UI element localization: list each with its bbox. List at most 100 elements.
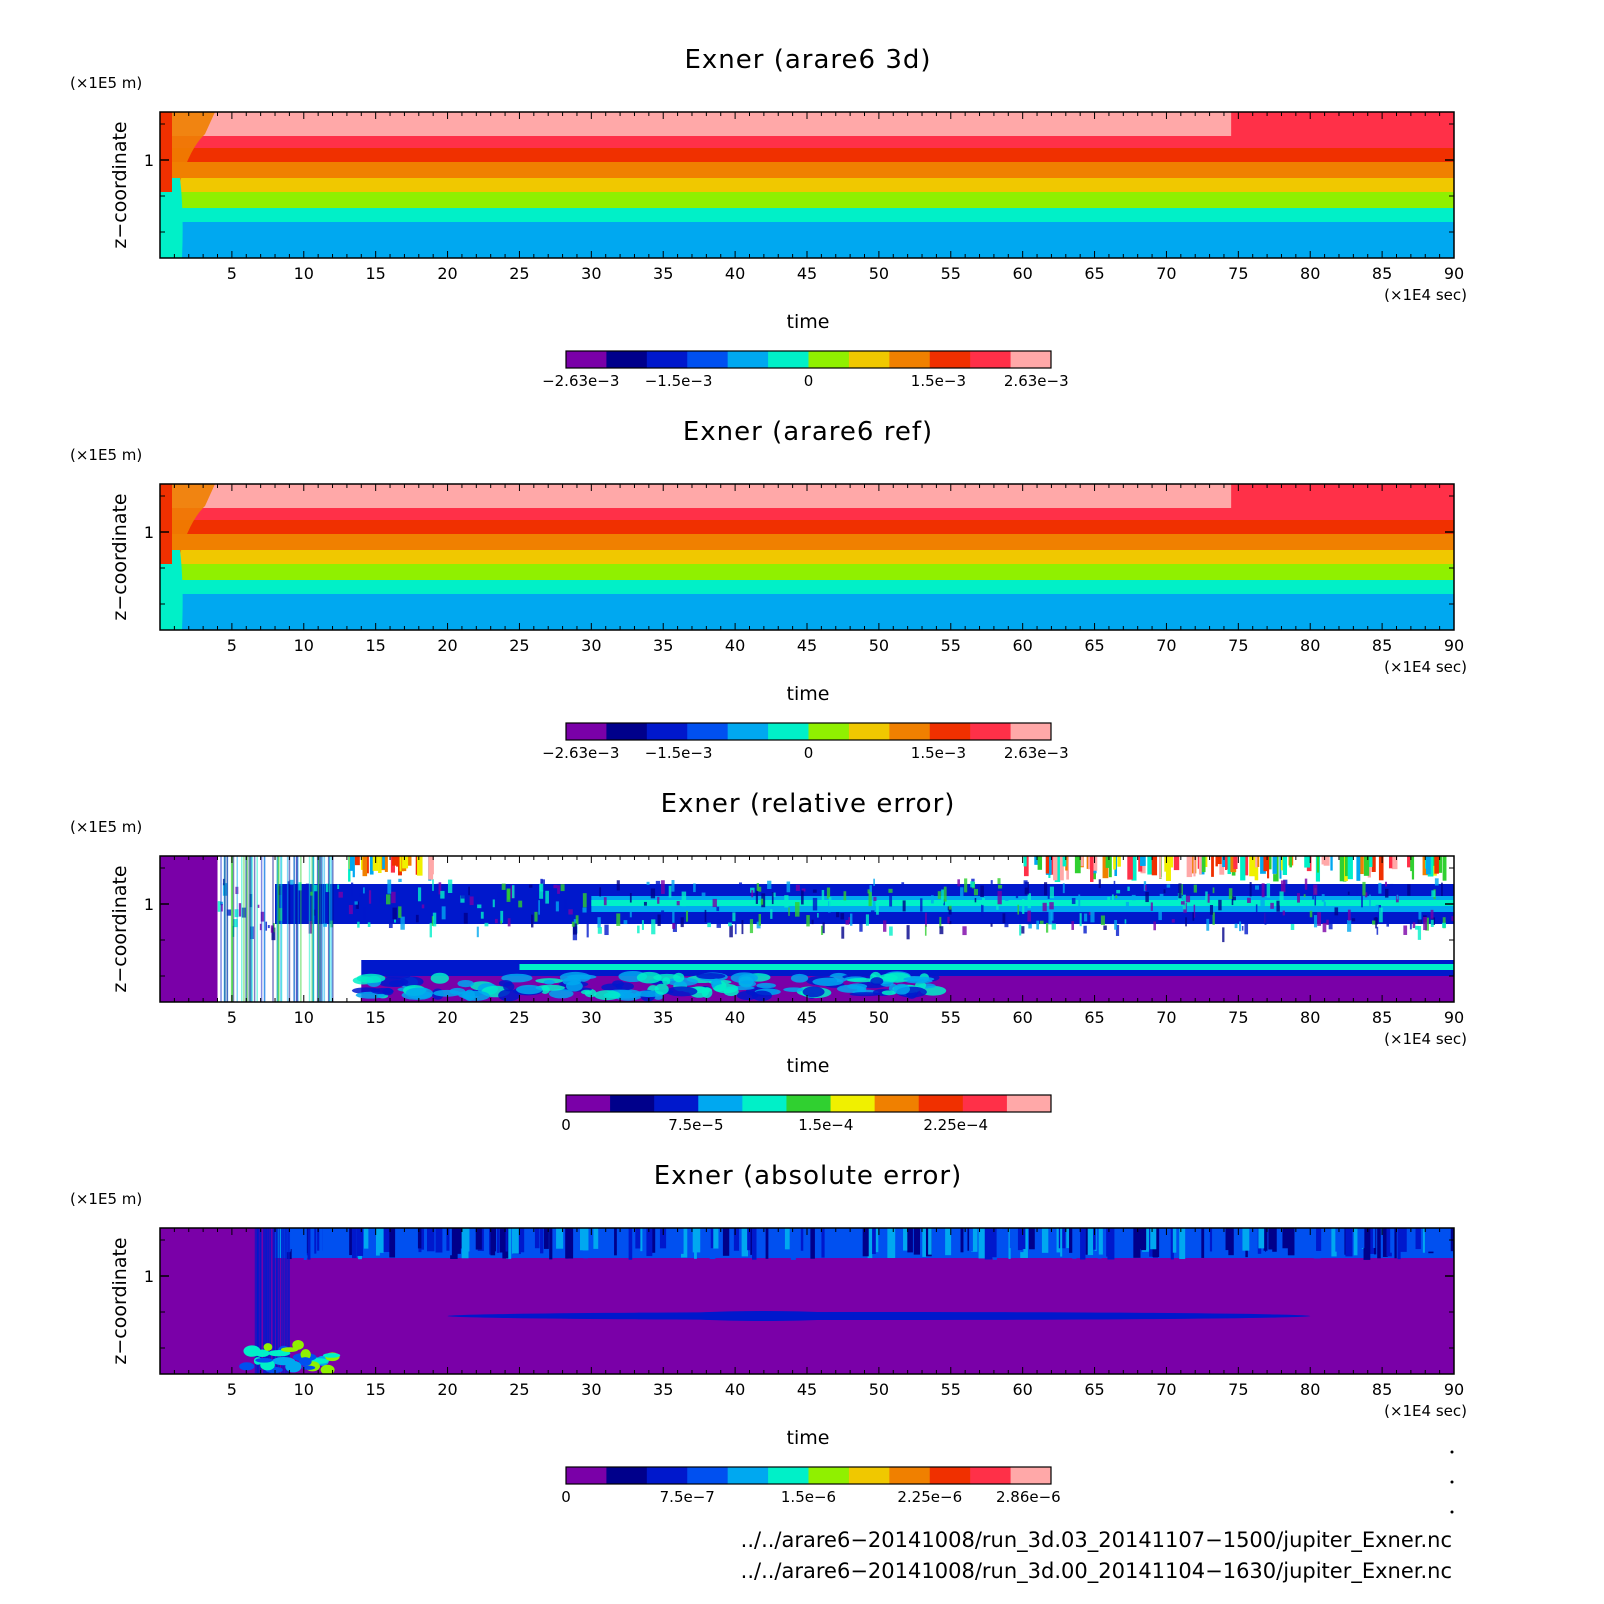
colorbar-swatch xyxy=(654,1095,699,1112)
field-noise xyxy=(906,925,910,940)
field-noise xyxy=(476,926,479,938)
field-noise xyxy=(511,885,515,899)
field-noise xyxy=(1249,882,1252,897)
colorbar-swatch xyxy=(566,351,607,368)
field-noise xyxy=(1231,896,1236,901)
field-streak xyxy=(287,1228,289,1374)
colorbar-swatch xyxy=(962,1095,1008,1112)
field-streak xyxy=(236,856,238,1002)
field-noise xyxy=(386,894,391,905)
colorbar-tick-label: 2.63e−3 xyxy=(1004,744,1069,762)
chart-panel-3: Exner (relative error) (×1E5 m) z−coordina… xyxy=(70,789,1467,1134)
colorbar-tick-label: −2.63e−3 xyxy=(542,372,619,390)
field-noise xyxy=(788,907,790,916)
colorbar-swatch xyxy=(646,1467,688,1484)
field-top-streak xyxy=(1008,1228,1011,1259)
field-top-streak xyxy=(565,1228,574,1259)
chart-panel-2: Exner (arare6 ref)(×1E5 m)z−coordinate 15… xyxy=(70,417,1467,762)
field-noise xyxy=(463,912,468,924)
field-eddy xyxy=(714,983,739,994)
field-noise xyxy=(646,881,650,885)
field-noise xyxy=(876,903,879,915)
field-noise xyxy=(337,884,340,890)
field-noise xyxy=(751,890,754,898)
field-noise xyxy=(1364,892,1368,898)
field-streak xyxy=(245,856,247,1002)
field-top-streak xyxy=(276,1228,281,1259)
field-top-streak xyxy=(887,1228,896,1259)
field-noise xyxy=(1206,918,1210,931)
field-top-streak xyxy=(903,1228,908,1251)
field-top-streak xyxy=(496,1228,500,1253)
colorbar-swatch xyxy=(1006,1095,1052,1112)
heatmap-field xyxy=(160,112,1454,258)
field-top-streak xyxy=(1258,1228,1265,1249)
y-axis-unit: (×1E5 m) xyxy=(70,1190,142,1208)
colorbar-swatch xyxy=(889,351,931,368)
field-left-block xyxy=(160,856,218,1002)
field-noise xyxy=(440,890,445,899)
field-top-streak xyxy=(356,1228,364,1256)
heatmap-field xyxy=(160,484,1454,630)
field-top-streak xyxy=(747,1228,751,1251)
field-top-streak xyxy=(307,1228,311,1260)
field-noise xyxy=(616,880,620,891)
field-spike xyxy=(1254,856,1259,881)
field-noise xyxy=(492,899,495,908)
field-streak xyxy=(272,1228,274,1374)
field-eddy xyxy=(461,990,490,1001)
colorbar-tick-label: −1.5e−3 xyxy=(645,744,713,762)
field-noise xyxy=(1430,909,1434,919)
field-noise xyxy=(1005,896,1009,902)
field-streak xyxy=(323,856,326,1002)
field-noise xyxy=(1193,884,1197,893)
field-spike xyxy=(1167,856,1174,868)
colorbar-swatch xyxy=(874,1095,920,1112)
field-noise xyxy=(1111,894,1114,906)
x-tick-label: 60 xyxy=(1012,1380,1032,1399)
field-spike xyxy=(1249,856,1256,877)
field-spike xyxy=(1193,856,1196,877)
field-streak xyxy=(317,856,320,1002)
field-eddy xyxy=(812,977,844,986)
field-streak xyxy=(232,856,235,1002)
x-tick-label: 60 xyxy=(1012,264,1032,283)
y-axis-label: z−coordinate xyxy=(109,493,131,620)
field-spike xyxy=(352,856,355,878)
field-noise xyxy=(672,923,676,929)
field-noise xyxy=(238,903,242,917)
field-noise xyxy=(1279,891,1284,906)
field-noise xyxy=(1260,898,1265,906)
field-top-streak xyxy=(1397,1228,1401,1260)
field-noise xyxy=(1027,893,1031,909)
field-noise xyxy=(518,900,523,908)
colorbar-swatch xyxy=(610,1095,655,1112)
field-noise xyxy=(1015,892,1019,899)
field-spike xyxy=(406,856,412,866)
x-tick-label: 90 xyxy=(1444,1008,1464,1027)
field-noise xyxy=(941,889,945,904)
colorbar-swatch xyxy=(808,723,850,740)
field-top-streak xyxy=(396,1228,400,1252)
colorbar: −2.63e−3 −1.5e−3 0 1.5e−3 2.63e−3 xyxy=(542,722,1069,762)
field-noise xyxy=(657,896,660,904)
dot-marker xyxy=(1450,1480,1454,1484)
field-eddy xyxy=(356,973,386,984)
field-noise xyxy=(1425,917,1429,931)
field-noise xyxy=(924,925,927,936)
field-noise xyxy=(528,884,533,888)
field-eddy xyxy=(738,974,756,985)
field-noise xyxy=(1403,925,1408,935)
field-noise xyxy=(538,900,540,915)
field-streak xyxy=(254,1228,257,1374)
field-noise xyxy=(1022,899,1025,914)
field-noise xyxy=(1372,920,1376,925)
field-noise xyxy=(353,904,357,910)
x-tick-label: 45 xyxy=(797,636,817,655)
field-top-streak xyxy=(922,1228,927,1257)
field-streak xyxy=(275,1228,278,1374)
field-noise xyxy=(1090,908,1095,923)
field-noise xyxy=(603,897,607,906)
field-noise xyxy=(1355,887,1359,897)
field-noise xyxy=(801,888,806,892)
